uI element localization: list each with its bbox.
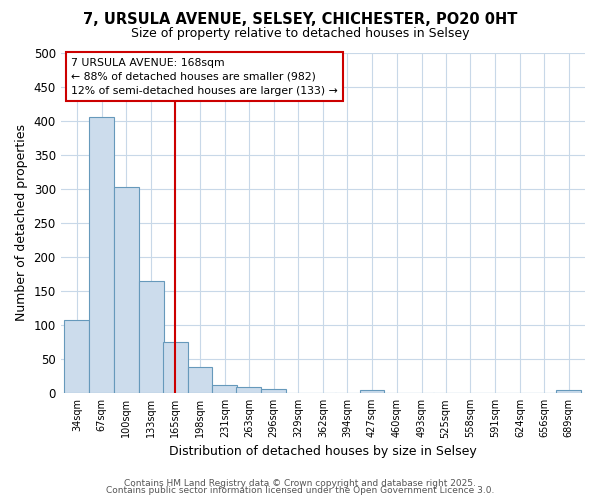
Text: 7, URSULA AVENUE, SELSEY, CHICHESTER, PO20 0HT: 7, URSULA AVENUE, SELSEY, CHICHESTER, PO… xyxy=(83,12,517,28)
X-axis label: Distribution of detached houses by size in Selsey: Distribution of detached houses by size … xyxy=(169,444,477,458)
Text: Contains public sector information licensed under the Open Government Licence 3.: Contains public sector information licen… xyxy=(106,486,494,495)
Bar xyxy=(139,281,164,393)
Text: Size of property relative to detached houses in Selsey: Size of property relative to detached ho… xyxy=(131,28,469,40)
Bar xyxy=(359,390,385,393)
Y-axis label: Number of detached properties: Number of detached properties xyxy=(15,124,28,322)
Bar xyxy=(114,186,139,393)
Bar xyxy=(163,342,188,393)
Text: Contains HM Land Registry data © Crown copyright and database right 2025.: Contains HM Land Registry data © Crown c… xyxy=(124,478,476,488)
Text: 7 URSULA AVENUE: 168sqm
← 88% of detached houses are smaller (982)
12% of semi-d: 7 URSULA AVENUE: 168sqm ← 88% of detache… xyxy=(71,58,338,96)
Bar xyxy=(556,390,581,393)
Bar xyxy=(236,387,261,393)
Bar xyxy=(89,117,114,393)
Bar xyxy=(261,389,286,393)
Bar xyxy=(64,320,89,393)
Bar xyxy=(188,368,212,393)
Bar xyxy=(212,385,237,393)
